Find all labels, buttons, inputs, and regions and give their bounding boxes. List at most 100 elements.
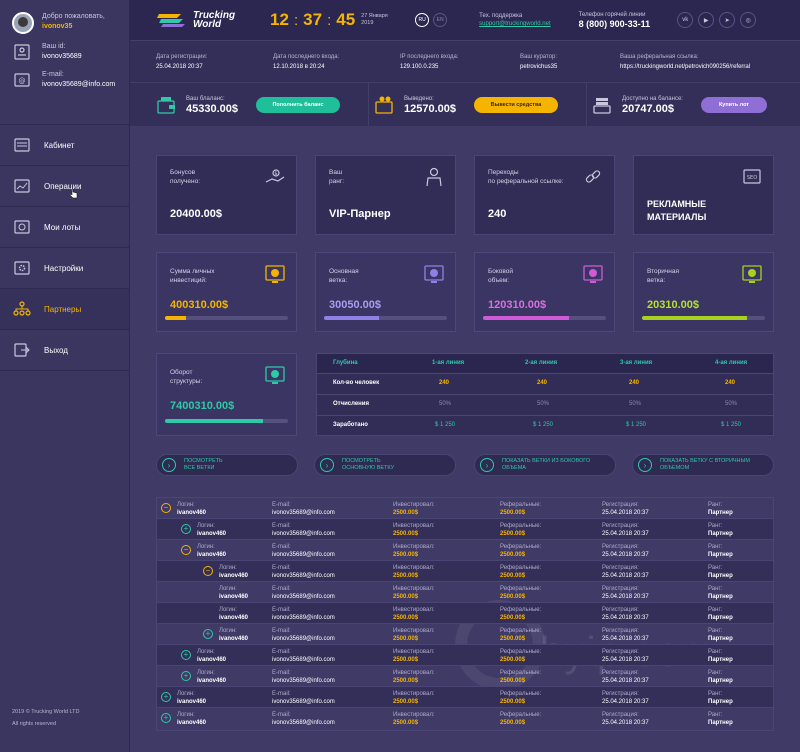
- invested-value: 2500.00$: [393, 720, 419, 726]
- email-value: ivonov35689@info.com: [272, 510, 335, 516]
- table-row[interactable]: Логин: ivanov460 E-mail: ivonov35689@info.c…: [157, 582, 773, 603]
- login-field: Логин: ivanov460: [197, 522, 226, 538]
- reg-date-value: 25.04.2018 20:37: [156, 64, 203, 70]
- bonus-card: Бонусов получено: $ 20400.00$: [156, 155, 297, 235]
- table-row[interactable]: + Логин: ivanov460 E-mail: ivonov35689@info.…: [157, 687, 773, 708]
- secondary-branch-label: Вторичная ветка:: [647, 267, 679, 285]
- email-label: E-mail:: [272, 502, 291, 508]
- id-label: Ваш id:: [42, 43, 66, 50]
- vk-icon[interactable]: vk: [677, 12, 694, 28]
- view-all-branches-button[interactable]: › посмотреть все ветки: [156, 454, 298, 476]
- email-label: E-mail:: [272, 607, 291, 613]
- expand-icon[interactable]: +: [203, 629, 213, 639]
- sidebar-item-settings[interactable]: Настройки: [0, 248, 129, 289]
- registration-label: Регистрация:: [602, 544, 639, 550]
- buy-lot-button[interactable]: Купить лот: [700, 97, 767, 113]
- sidebar-item-cabinet[interactable]: Кабинет: [0, 125, 129, 166]
- rank-label: Ранг:: [708, 544, 723, 550]
- phone-info: Телефон горячей линии 8 (800) 900-33-11: [579, 11, 651, 30]
- table-row[interactable]: + Логин: ivanov460 E-mail: ivonov35689@info.…: [157, 708, 773, 729]
- lang-en[interactable]: EN: [433, 13, 448, 27]
- sidebar-item-lots[interactable]: Мои лоты: [0, 207, 129, 248]
- personal-investments-label-line2: инвестиций:: [170, 277, 207, 284]
- turnover-label-line2: структуры:: [170, 378, 203, 385]
- table-row[interactable]: + Логин: ivanov460 E-mail: ivonov35689@info.…: [157, 624, 773, 645]
- referral-label: Реферальные:: [500, 523, 542, 529]
- email-label: E-mail:: [272, 691, 291, 697]
- instagram-icon[interactable]: ◎: [740, 12, 757, 28]
- rank-field: Ранг: Партнер: [708, 543, 733, 559]
- collapse-icon[interactable]: −: [161, 503, 171, 513]
- collapse-icon[interactable]: −: [203, 566, 213, 576]
- welcome-text: Добро пожаловать,: [42, 13, 105, 20]
- login-label: Логин:: [197, 544, 215, 550]
- email-value: ivonov35689@info.com: [272, 678, 335, 684]
- table-row[interactable]: Логин: ivanov460 E-mail: ivonov35689@info.c…: [157, 603, 773, 624]
- table-row: Отчисления 50% 50% 50% 50%: [317, 395, 773, 416]
- referral-label: Реферальные:: [500, 628, 542, 634]
- referrals-label-line1: Переходы: [488, 169, 519, 176]
- table-row[interactable]: − Логин: ivanov460 E-mail: ivonov35689@info.…: [157, 498, 773, 519]
- invested-value: 2500.00$: [393, 510, 419, 516]
- email-label: E-mail:: [272, 628, 291, 634]
- table-row[interactable]: + Логин: ivanov460 E-mail: ivonov35689@info.…: [157, 666, 773, 687]
- email-label: E-mail:: [272, 586, 291, 592]
- expand-icon[interactable]: +: [181, 650, 191, 660]
- rank-field: Ранг: Партнер: [708, 501, 733, 517]
- cell-value: 50%: [629, 401, 642, 407]
- rank-value: Партнер: [708, 552, 733, 558]
- sidebar-item-operations[interactable]: Операции: [0, 166, 129, 207]
- table-row[interactable]: + Логин: ivanov460 E-mail: ivonov35689@info.…: [157, 645, 773, 666]
- support-email-link[interactable]: support@truckingworld.net: [479, 21, 551, 27]
- referral-link-value[interactable]: https://truckingworld.net/petrovich09025…: [620, 64, 751, 70]
- invested-value: 2500.00$: [393, 657, 419, 663]
- sidebar-item-exit[interactable]: Выход: [0, 330, 129, 371]
- id-value: ivonov35689: [42, 53, 82, 60]
- collapse-icon[interactable]: −: [181, 545, 191, 555]
- expand-icon[interactable]: +: [161, 692, 171, 702]
- registration-label: Регистрация:: [602, 670, 639, 676]
- registration-label: Регистрация:: [602, 565, 639, 571]
- logo[interactable]: Trucking World: [157, 10, 236, 30]
- avatar[interactable]: [12, 12, 34, 34]
- invested-label: Инвестировал:: [393, 586, 435, 592]
- withdraw-button[interactable]: Вывести средства: [474, 97, 558, 113]
- secondary-branch-value: 20310.00$: [647, 299, 699, 311]
- personal-investments-card: Сумма личных инвестиций: 400310.00$: [156, 252, 297, 332]
- clock-separator: :: [293, 11, 299, 29]
- email-field: E-mail: ivonov35689@info.com: [272, 669, 335, 685]
- referral-field: Реферальные: 2500.00$: [500, 648, 541, 664]
- table-row[interactable]: − Логин: ivanov460 E-mail: ivonov35689@info.…: [157, 540, 773, 561]
- rank-label-line2: ранг:: [329, 178, 344, 185]
- user-panel: Добро пожаловать, ivonov35 Ваш id: ivono…: [0, 0, 129, 125]
- available-value: 20747.00$: [622, 102, 674, 115]
- withdrawn-value: 12570.00$: [404, 102, 456, 115]
- registration-label: Регистрация:: [602, 628, 639, 634]
- cell-value: 50%: [537, 401, 550, 407]
- settings-icon: [14, 261, 30, 275]
- expand-icon[interactable]: +: [181, 671, 191, 681]
- login-label: Логин:: [177, 712, 195, 718]
- view-secondary-branch-button[interactable]: › показать ветку с вторичным объемом: [632, 454, 774, 476]
- expand-icon[interactable]: +: [161, 713, 171, 723]
- sidebar-item-partners[interactable]: Партнеры: [0, 289, 129, 330]
- table-row[interactable]: + Логин: ivanov460 E-mail: ivonov35689@info.…: [157, 519, 773, 540]
- youtube-icon[interactable]: ▶: [698, 12, 715, 28]
- table-row[interactable]: − Логин: ivanov460 E-mail: ivonov35689@info.…: [157, 561, 773, 582]
- rank-label: Ранг:: [708, 523, 723, 529]
- sidebar-item-label: Кабинет: [44, 140, 75, 150]
- turnover-progress: [165, 419, 288, 423]
- phone-number: 8 (800) 900-33-11: [578, 18, 651, 29]
- rank-field: Ранг: Партнер: [708, 522, 733, 538]
- logo-line1: Trucking: [193, 10, 236, 21]
- topup-button[interactable]: Пополнить баланс: [256, 97, 340, 113]
- view-main-branch-button[interactable]: › посмотреть основную ветку: [314, 454, 456, 476]
- ad-materials-card[interactable]: SEO РЕКЛАМНЫЕ МАТЕРИАЛЫ: [633, 155, 774, 235]
- expand-icon[interactable]: +: [181, 524, 191, 534]
- referrals-card: Переходы по реферальной ссылке: 240: [474, 155, 615, 235]
- invested-field: Инвестировал: 2500.00$: [393, 690, 434, 706]
- telegram-icon[interactable]: ➤: [719, 12, 736, 28]
- view-side-volume-branches-button[interactable]: › показать ветки из бокового объема: [474, 454, 616, 476]
- lang-ru[interactable]: RU: [415, 13, 430, 27]
- secondary-branch-label-line1: Вторичная: [647, 268, 679, 275]
